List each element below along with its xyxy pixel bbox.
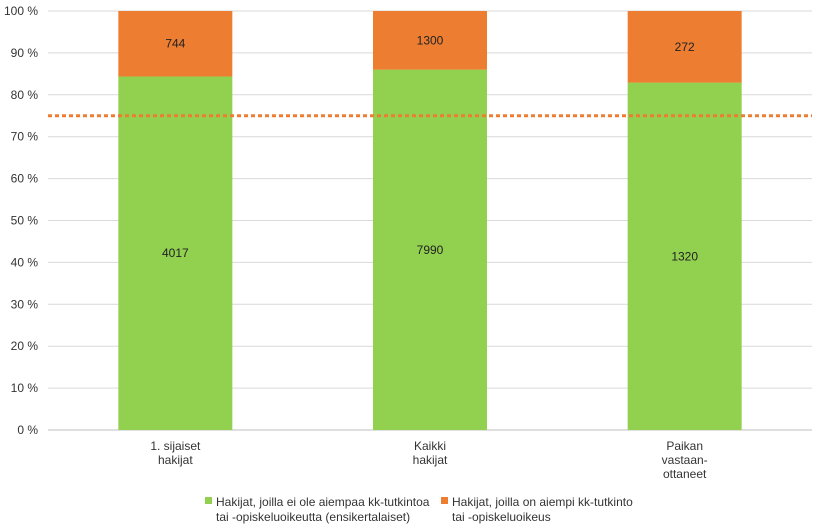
- x-category-label: Kaikki hakijat: [413, 439, 448, 467]
- x-category-label: Paikan vastaan-ottaneet: [662, 439, 708, 481]
- y-tick-label: 100 %: [4, 4, 38, 18]
- legend-swatch: [205, 497, 212, 504]
- data-label: 744: [165, 37, 185, 51]
- x-category-label: 1. sijaiset hakijat: [150, 439, 201, 467]
- y-tick-label: 90 %: [11, 46, 39, 60]
- bar-segment-previous: [373, 11, 487, 70]
- y-tick-label: 80 %: [11, 88, 39, 102]
- bar-segment-first-time: [373, 69, 487, 431]
- bar-segment-previous: [118, 11, 233, 77]
- bar-segment-first-time: [118, 76, 233, 431]
- y-axis-ticks: 0 % 10 % 20 % 30 % 40 % 50 % 60 % 70 % 80 % 90 % 1…: [4, 4, 38, 437]
- bar-segment-previous: [627, 11, 742, 83]
- data-label: 4017: [162, 246, 189, 260]
- y-tick-label: 40 %: [11, 255, 39, 269]
- legend-label: Hakijat, joilla ei ole aiempaa kk-tutkin…: [216, 495, 430, 524]
- legend-swatch: [441, 497, 448, 504]
- x-axis-categories: 1. sijaiset hakijat Kaikki hakijat Paikan vas…: [150, 439, 707, 481]
- legend-label: Hakijat, joilla on aiempi kk-tutkinto tai…: [452, 495, 633, 524]
- y-tick-label: 0 %: [17, 423, 38, 437]
- y-tick-label: 70 %: [11, 130, 39, 144]
- data-label: 7990: [417, 243, 444, 257]
- y-tick-label: 30 %: [11, 297, 39, 311]
- y-tick-label: 60 %: [11, 172, 39, 186]
- data-label: 1300: [417, 33, 444, 47]
- y-tick-label: 10 %: [11, 381, 39, 395]
- y-tick-label: 20 %: [11, 339, 39, 353]
- data-label: 272: [675, 40, 695, 54]
- data-label: 1320: [671, 249, 698, 263]
- legend: Hakijat, joilla ei ole aiempaa kk-tutkin…: [205, 495, 633, 524]
- y-tick-label: 50 %: [11, 214, 39, 228]
- bar-segment-first-time: [627, 82, 742, 430]
- bars: 4017 744 7990 1300 1320 272: [118, 11, 742, 431]
